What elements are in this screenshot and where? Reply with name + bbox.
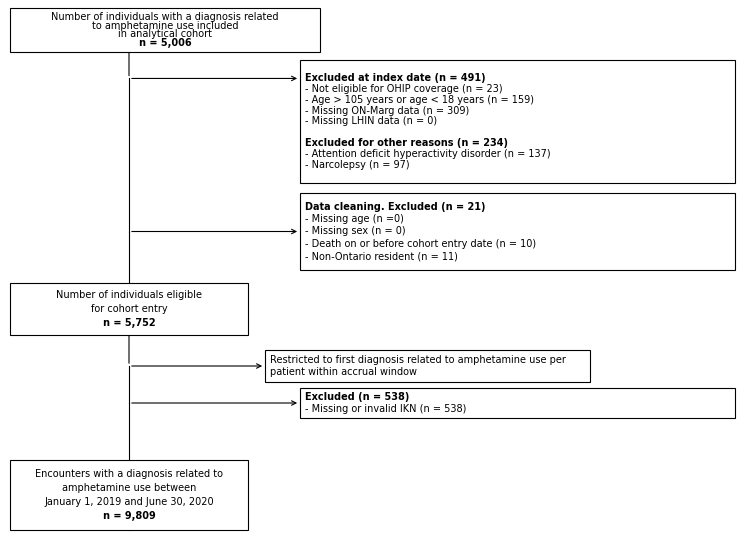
- Text: - Not eligible for OHIP coverage (n = 23): - Not eligible for OHIP coverage (n = 23…: [305, 84, 503, 94]
- Text: n = 5,752: n = 5,752: [103, 318, 155, 328]
- Bar: [300, 60, 735, 183]
- Text: - Age > 105 years or age < 18 years (n = 159): - Age > 105 years or age < 18 years (n =…: [305, 94, 534, 105]
- Text: to amphetamine use included: to amphetamine use included: [92, 21, 238, 31]
- Text: Restricted to first diagnosis related to amphetamine use per: Restricted to first diagnosis related to…: [270, 355, 566, 365]
- Text: - Missing or invalid IKN (n = 538): - Missing or invalid IKN (n = 538): [305, 404, 466, 414]
- Text: for cohort entry: for cohort entry: [91, 304, 167, 314]
- Bar: [10, 8, 320, 52]
- Text: Encounters with a diagnosis related to: Encounters with a diagnosis related to: [35, 469, 223, 479]
- Text: patient within accrual window: patient within accrual window: [270, 367, 417, 377]
- Bar: [10, 283, 248, 335]
- Bar: [300, 388, 735, 418]
- Text: - Attention deficit hyperactivity disorder (n = 137): - Attention deficit hyperactivity disord…: [305, 149, 550, 159]
- Text: Data cleaning. Excluded (n = 21): Data cleaning. Excluded (n = 21): [305, 202, 485, 212]
- Text: Number of individuals with a diagnosis related: Number of individuals with a diagnosis r…: [51, 12, 279, 22]
- Text: January 1, 2019 and June 30, 2020: January 1, 2019 and June 30, 2020: [44, 497, 214, 507]
- Text: - Missing ON-Marg data (n = 309): - Missing ON-Marg data (n = 309): [305, 105, 470, 116]
- Text: amphetamine use between: amphetamine use between: [62, 483, 196, 493]
- Text: - Missing sex (n = 0): - Missing sex (n = 0): [305, 226, 406, 237]
- Text: - Non-Ontario resident (n = 11): - Non-Ontario resident (n = 11): [305, 251, 458, 261]
- Text: Excluded for other reasons (n = 234): Excluded for other reasons (n = 234): [305, 138, 508, 149]
- Text: n = 9,809: n = 9,809: [103, 511, 155, 521]
- Text: Number of individuals eligible: Number of individuals eligible: [56, 290, 202, 300]
- Text: - Death on or before cohort entry date (n = 10): - Death on or before cohort entry date (…: [305, 239, 536, 249]
- Text: - Narcolepsy (n = 97): - Narcolepsy (n = 97): [305, 160, 410, 170]
- Text: - Missing age (n =0): - Missing age (n =0): [305, 214, 404, 224]
- Text: - Missing LHIN data (n = 0): - Missing LHIN data (n = 0): [305, 117, 437, 126]
- Bar: [300, 193, 735, 270]
- Bar: [265, 350, 590, 382]
- Bar: [10, 460, 248, 530]
- Text: Excluded (n = 538): Excluded (n = 538): [305, 392, 410, 402]
- Text: Excluded at index date (n = 491): Excluded at index date (n = 491): [305, 73, 486, 83]
- Text: in analytical cohort: in analytical cohort: [118, 29, 212, 39]
- Text: n = 5,006: n = 5,006: [139, 38, 191, 48]
